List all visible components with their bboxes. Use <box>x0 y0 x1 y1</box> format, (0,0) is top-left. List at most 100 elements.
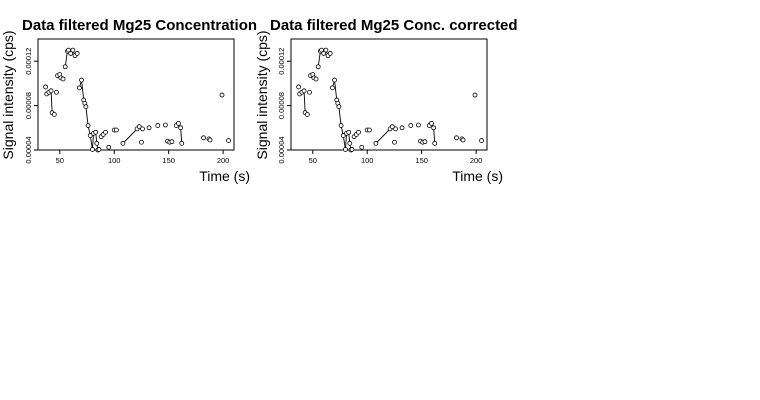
plot-frame <box>290 38 488 151</box>
data-point <box>43 84 49 90</box>
data-point <box>83 104 89 110</box>
data-point <box>429 120 434 126</box>
y-tick-label: 0.00004 <box>277 136 286 163</box>
data-point <box>327 51 333 56</box>
y-tick-label: 0.00012 <box>277 48 286 75</box>
connector-line <box>85 106 89 126</box>
data-point <box>432 140 438 146</box>
x-tick-label: 100 <box>361 156 374 165</box>
data-point <box>76 85 82 91</box>
chart-panel-right: Data filtered Mg25 Conc. corrected Time … <box>254 0 518 200</box>
data-point <box>106 144 112 150</box>
data-point <box>136 124 142 130</box>
connector-line <box>81 80 85 101</box>
data-point <box>336 104 342 110</box>
connector-line <box>303 90 306 113</box>
connector-line <box>180 127 183 144</box>
connector-line <box>317 51 321 67</box>
connector-line <box>64 51 68 67</box>
chart-panel-left: Data filtered Mg25 Concentration Time (s… <box>0 0 257 200</box>
data-point <box>162 122 168 128</box>
data-point <box>120 140 126 146</box>
data-point <box>51 112 57 117</box>
data-point <box>96 147 102 152</box>
data-point <box>460 137 466 143</box>
data-point <box>431 125 437 131</box>
connector-line <box>50 90 53 113</box>
data-point <box>85 123 91 128</box>
x-tick-label: 200 <box>217 156 230 165</box>
data-point <box>296 84 302 90</box>
data-point <box>454 135 459 141</box>
y-tick-label: 0.00008 <box>277 92 286 119</box>
data-point <box>60 76 66 82</box>
chart-svg-left: Data filtered Mg25 Concentration Time (s… <box>0 17 257 184</box>
data-point <box>313 76 319 82</box>
data-point <box>359 144 365 150</box>
data-point <box>176 120 181 126</box>
data-point <box>179 140 185 146</box>
y-tick-label: 0.00004 <box>24 136 33 163</box>
y-axis-label: Signal intensity (cps) <box>254 30 270 159</box>
connector-line <box>334 80 338 101</box>
data-point <box>146 125 152 131</box>
data-point <box>140 126 145 132</box>
data-point <box>114 127 119 133</box>
y-tick-label: 0.00012 <box>24 48 33 75</box>
x-tick-label: 50 <box>56 156 64 165</box>
data-point <box>329 85 335 91</box>
data-point <box>415 122 421 128</box>
x-tick-label: 50 <box>309 156 317 165</box>
data-point <box>207 137 213 143</box>
x-tick-label: 150 <box>415 156 428 165</box>
data-point <box>70 47 76 53</box>
chart-title: Data filtered Mg25 Concentration <box>22 17 257 34</box>
data-point <box>408 123 414 128</box>
data-point <box>389 124 395 130</box>
connector-line <box>338 106 342 126</box>
data-point <box>393 126 398 132</box>
connector-line <box>122 128 138 144</box>
data-point <box>94 140 100 146</box>
data-point <box>226 138 231 143</box>
connector-line <box>433 127 436 144</box>
data-point <box>349 147 355 152</box>
data-point <box>343 147 348 152</box>
data-point <box>178 125 184 131</box>
data-point <box>422 139 428 145</box>
data-point <box>332 77 337 83</box>
data-point <box>54 89 59 95</box>
data-point <box>90 147 95 152</box>
data-point <box>155 123 161 128</box>
data-point <box>472 92 478 98</box>
connector-line <box>375 128 391 144</box>
data-point <box>93 129 99 135</box>
data-point <box>62 64 68 70</box>
data-point <box>103 129 108 135</box>
y-tick-label: 0.00008 <box>24 92 33 119</box>
data-point <box>392 139 397 145</box>
data-point <box>68 51 74 56</box>
data-point <box>347 140 353 146</box>
data-point <box>169 139 175 145</box>
data-point <box>356 129 361 135</box>
x-tick-label: 150 <box>162 156 175 165</box>
plot-frame <box>37 38 235 151</box>
data-point <box>399 125 405 131</box>
data-point <box>321 51 327 56</box>
data-point <box>338 123 344 128</box>
data-point <box>219 92 225 98</box>
y-axis-label: Signal intensity (cps) <box>0 30 16 159</box>
data-point <box>479 138 484 143</box>
chart-title: Data filtered Mg25 Conc. corrected <box>270 17 518 34</box>
x-axis-label: Time (s) <box>199 168 250 184</box>
data-point <box>301 88 307 94</box>
x-axis-label: Time (s) <box>452 168 503 184</box>
x-tick-label: 200 <box>470 156 483 165</box>
data-point <box>373 140 379 146</box>
data-point <box>323 47 329 53</box>
data-point <box>87 133 93 138</box>
x-tick-label: 100 <box>108 156 121 165</box>
data-point <box>79 77 84 83</box>
data-point <box>307 89 312 95</box>
